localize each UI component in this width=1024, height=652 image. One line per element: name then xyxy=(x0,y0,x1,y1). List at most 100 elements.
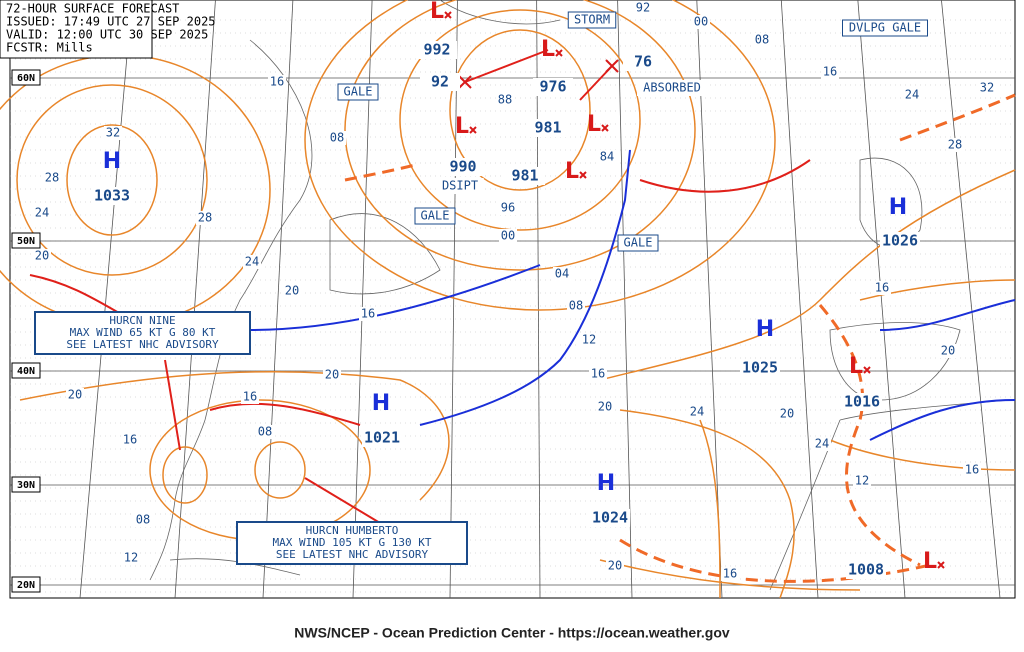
trough xyxy=(344,163,416,182)
cold-front xyxy=(419,149,631,426)
pressure-label-bg xyxy=(590,509,630,527)
isobar-label-bg xyxy=(134,513,152,527)
coast-newfoundland xyxy=(329,213,441,295)
low-x xyxy=(555,49,563,57)
meridian xyxy=(941,0,1001,599)
tag-box xyxy=(414,207,456,225)
isobar-label-bg xyxy=(66,388,84,402)
isobar-label-bg xyxy=(43,171,61,185)
pressure-label: 92 xyxy=(431,73,449,91)
pressure-label-bg xyxy=(420,73,460,91)
lat-label: 20N xyxy=(17,580,35,591)
pressure-label-bg xyxy=(533,78,573,96)
isobar xyxy=(344,0,696,271)
lat-label-box xyxy=(11,476,41,493)
isobar-label-bg xyxy=(33,206,51,220)
advisory-box xyxy=(34,311,251,355)
pressure-label-bg xyxy=(417,41,457,59)
x-mark xyxy=(605,59,619,73)
isobar-label: 12 xyxy=(582,333,596,347)
isobar-label: 24 xyxy=(690,405,704,419)
isobar-label-bg xyxy=(606,559,624,573)
isobar-label: 16 xyxy=(270,75,284,89)
pressure-label: 981 xyxy=(534,119,561,137)
pressure-label-bg xyxy=(92,187,132,205)
isobar-label: 28 xyxy=(948,138,962,152)
low-center: L xyxy=(430,0,444,24)
advisory-line: HURCN NINE xyxy=(109,314,175,327)
isobar-label-bg xyxy=(939,344,957,358)
isobar-label: 20 xyxy=(780,407,794,421)
isobar-label-bg xyxy=(853,474,871,488)
isobar xyxy=(254,441,306,499)
isobar-label-bg xyxy=(553,267,571,281)
isobar-label: 00 xyxy=(694,15,708,29)
lat-label-box xyxy=(11,232,41,249)
isobar-label: 08 xyxy=(136,513,150,527)
tag-box xyxy=(617,234,659,252)
isobar-label-bg xyxy=(813,437,831,451)
isobar xyxy=(449,29,591,191)
isobar-label: 16 xyxy=(361,307,375,321)
low-x xyxy=(937,561,945,569)
isobar-label: 12 xyxy=(124,551,138,565)
isobar-label-bg xyxy=(268,75,286,89)
x-mark xyxy=(458,75,472,89)
cold-front xyxy=(249,264,541,331)
meridian xyxy=(857,0,906,599)
isobar-label-bg xyxy=(323,368,341,382)
isobar-label-bg xyxy=(778,407,796,421)
lat-label-box xyxy=(11,362,41,379)
pressure-label-bg xyxy=(623,53,663,71)
lat-label: 50N xyxy=(17,236,35,247)
low-x xyxy=(444,11,452,19)
isobar-label: 16 xyxy=(965,463,979,477)
meridian xyxy=(536,0,541,599)
header-frame xyxy=(0,0,153,59)
isobar-label-bg xyxy=(978,81,996,95)
pressure-label: 1024 xyxy=(592,509,628,527)
pressure-label: 1021 xyxy=(364,429,400,447)
isobar-label-bg xyxy=(692,15,710,29)
isobar xyxy=(859,279,1016,301)
isobar-label: 20 xyxy=(285,284,299,298)
low-center: L xyxy=(923,549,937,574)
isobar-label-bg xyxy=(499,201,517,215)
isobar-label: 20 xyxy=(68,388,82,402)
isobar-label: 20 xyxy=(35,249,49,263)
fronts xyxy=(29,49,1016,583)
pressure-label-bg xyxy=(505,167,545,185)
isobar-label-bg xyxy=(596,400,614,414)
tag-box xyxy=(842,19,928,37)
meridian xyxy=(174,0,216,599)
footer: NWS/NCEP - Ocean Prediction Center - htt… xyxy=(294,625,730,641)
isobars xyxy=(0,0,1016,599)
isobar-label-bg xyxy=(821,65,839,79)
isobar-label: 08 xyxy=(258,425,272,439)
tag: DVLPG GALE xyxy=(849,21,921,35)
isobar-label: 16 xyxy=(875,281,889,295)
low-x xyxy=(469,126,477,134)
lat-label-box xyxy=(11,576,41,593)
pressure-label: 76 xyxy=(634,53,652,71)
tag-box xyxy=(337,83,379,101)
meridian xyxy=(780,0,819,599)
advisory-box xyxy=(236,521,468,565)
meridian xyxy=(696,0,723,599)
isobar-label: 96 xyxy=(501,201,515,215)
isobar-label: 00 xyxy=(501,229,515,243)
labels: 60N50N40N30N20N90W80W70W60W50W40W30W20W1… xyxy=(11,0,1017,618)
isobar-label: 16 xyxy=(243,390,257,404)
isobar xyxy=(619,409,795,599)
low-center: L xyxy=(541,37,555,62)
isobar xyxy=(599,559,861,591)
isobar-label: 24 xyxy=(245,255,259,269)
isobar-label: 28 xyxy=(45,171,59,185)
isobar-label-bg xyxy=(634,1,652,15)
isobar-label-bg xyxy=(196,211,214,225)
header-line: VALID: 12:00 UTC 30 SEP 2025 xyxy=(6,28,208,42)
isobar xyxy=(66,124,158,236)
tag: GALE xyxy=(421,209,450,223)
isobar-label: 32 xyxy=(980,81,994,95)
